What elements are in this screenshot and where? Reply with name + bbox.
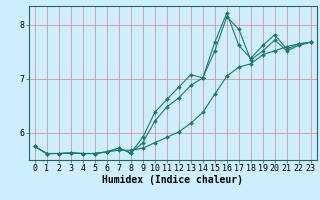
X-axis label: Humidex (Indice chaleur): Humidex (Indice chaleur) [102,175,243,185]
